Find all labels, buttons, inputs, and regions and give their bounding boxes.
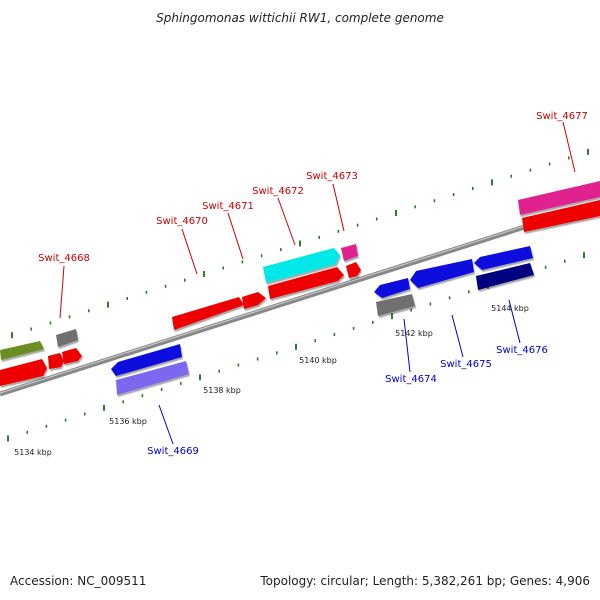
gene-label-swit-4673: Swit_4673 — [306, 171, 358, 182]
gene-arrow — [346, 262, 361, 278]
gene-arrow — [242, 292, 266, 309]
map-title: Sphingomonas wittichii RW1, complete gen… — [156, 11, 444, 25]
gene-label-swit-4670: Swit_4670 — [156, 216, 208, 227]
gene-arrow — [410, 259, 474, 288]
gene-arrow — [518, 181, 600, 215]
gene-arrow — [116, 361, 189, 395]
gene-arrow — [522, 200, 600, 232]
gene-label-swit-4671: Swit_4671 — [202, 201, 254, 212]
scale-label-5144: 5144 kbp — [491, 304, 529, 313]
gene-arrow — [263, 248, 340, 283]
bottom-strand-genes — [111, 246, 534, 395]
scale-label-5136: 5136 kbp — [109, 417, 147, 426]
gene-label-swit-4669: Swit_4669 — [147, 446, 199, 457]
scale-labels: 5134 kbp 5136 kbp 5138 kbp 5140 kbp 5142… — [14, 304, 529, 457]
gene-label-swit-4674: Swit_4674 — [385, 374, 437, 385]
gene-arrow — [474, 246, 533, 270]
gene-label-swit-4672: Swit_4672 — [252, 186, 304, 197]
scale-label-5140: 5140 kbp — [299, 356, 337, 365]
gene-arrow — [0, 359, 47, 386]
gene-label-swit-4668: Swit_4668 — [38, 253, 90, 264]
gene-arrow — [48, 353, 64, 369]
gene-label-swit-4677: Swit_4677 — [536, 111, 588, 122]
gene-arrow — [172, 297, 244, 330]
gene-arrow — [341, 244, 358, 261]
gene-arrow — [0, 341, 44, 360]
gene-arrow — [62, 348, 82, 364]
label-leaders — [59, 121, 576, 445]
gene-arrow — [111, 344, 182, 376]
gene-label-swit-4675: Swit_4675 — [440, 359, 492, 370]
backbone — [0, 200, 600, 397]
gene-arrow — [374, 278, 410, 298]
scale-label-5142: 5142 kbp — [395, 329, 433, 338]
gene-arrow — [476, 263, 534, 290]
scale-ticks — [7, 148, 589, 442]
gene-arrow — [56, 329, 78, 347]
scale-label-5134: 5134 kbp — [14, 448, 52, 457]
accession-text: Accession: NC_009511 — [10, 574, 146, 588]
top-strand-genes — [0, 181, 600, 386]
genome-summary-text: Topology: circular; Length: 5,382,261 bp… — [259, 574, 590, 588]
gene-label-swit-4676: Swit_4676 — [496, 345, 548, 356]
gene-labels: Swit_4668 Swit_4670 Swit_4671 Swit_4672 … — [38, 111, 588, 457]
scale-label-5138: 5138 kbp — [203, 386, 241, 395]
gene-arrow — [376, 294, 415, 316]
gene-arrow — [268, 267, 344, 299]
